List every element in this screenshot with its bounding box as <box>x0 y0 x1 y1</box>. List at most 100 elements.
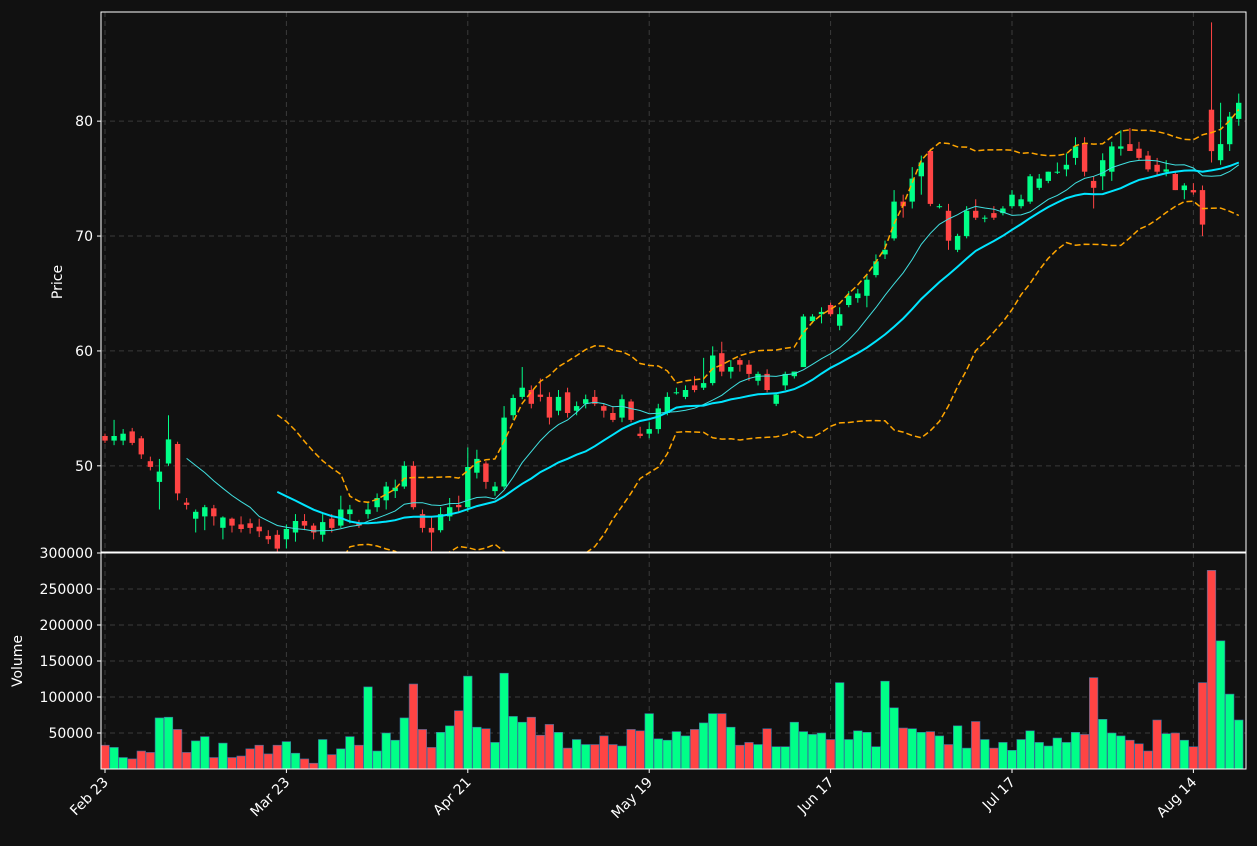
volume-bar <box>109 747 119 769</box>
candle-body <box>1036 178 1042 188</box>
candle-body <box>483 463 489 482</box>
volume-bar <box>154 717 165 769</box>
volume-bar <box>907 728 917 769</box>
candle-body <box>991 213 997 218</box>
candle-body <box>610 413 616 420</box>
volume-bar <box>590 744 600 769</box>
bollinger-upper-line <box>276 109 1240 504</box>
volume-bar <box>209 757 219 769</box>
candle-body <box>401 465 407 487</box>
candle-body <box>1072 146 1079 158</box>
candle-body <box>220 517 226 528</box>
candle-body <box>510 398 516 416</box>
candle-body <box>129 431 135 443</box>
candle-body <box>392 487 398 492</box>
volume-bar <box>662 739 672 769</box>
candle-body <box>773 394 779 404</box>
candle-body <box>193 511 199 519</box>
volume-ytick-label: 300000 <box>40 546 93 562</box>
candle-body <box>329 518 335 528</box>
candle-body <box>800 316 807 368</box>
candle-body <box>1118 146 1124 149</box>
candle-body <box>292 521 299 533</box>
volume-bar <box>1061 742 1071 769</box>
candle-body <box>818 311 825 315</box>
volume-bar <box>744 742 754 769</box>
candle-body <box>782 373 788 386</box>
candle-body <box>619 399 625 418</box>
candle-body <box>265 535 271 540</box>
volume-bar <box>862 731 872 769</box>
volume-bar <box>943 744 954 769</box>
candle-body <box>410 465 417 508</box>
candle-body <box>1145 155 1151 170</box>
volume-bar <box>318 739 328 769</box>
volume-bar <box>118 757 128 769</box>
candle-body <box>1163 169 1169 172</box>
candle-body <box>555 396 562 411</box>
volume-bar <box>435 731 446 769</box>
candle-body <box>855 293 861 299</box>
candle-body <box>1227 116 1233 145</box>
candle-body <box>1081 144 1088 172</box>
volume-bar <box>952 725 963 769</box>
candle-body <box>1199 190 1206 225</box>
candle-body <box>256 526 262 532</box>
candle-body <box>755 373 761 381</box>
volume-bar <box>245 748 255 769</box>
volume-bar <box>1179 739 1189 769</box>
candle-body <box>1109 146 1115 172</box>
volume-bar <box>835 682 845 769</box>
volume-bar <box>998 742 1008 769</box>
candle-body <box>973 210 979 218</box>
volume-bar <box>698 722 709 769</box>
volume-bar <box>581 744 591 769</box>
candle-body <box>592 396 598 404</box>
volume-bar <box>762 728 772 769</box>
price-ytick-label: 50 <box>75 459 93 475</box>
volume-bar <box>771 746 781 769</box>
volume-bar <box>889 707 899 769</box>
volume-bar <box>354 744 364 769</box>
candle-body <box>111 436 117 441</box>
candle-body <box>1154 164 1160 172</box>
volume-bar <box>173 729 183 769</box>
volume-bar <box>798 731 808 769</box>
volume-bar <box>127 758 137 769</box>
candle-body <box>927 151 934 204</box>
candle-body <box>646 429 652 434</box>
candle-body <box>809 316 816 322</box>
volume-bar <box>463 675 473 769</box>
volume-bar <box>1143 750 1153 769</box>
candle-body <box>873 261 879 276</box>
price-ytick-label: 70 <box>75 229 93 245</box>
candle-body <box>347 509 353 515</box>
candle-body <box>447 507 453 517</box>
volume-bar <box>218 742 228 769</box>
volume-bar <box>263 753 273 769</box>
candle-body <box>1027 176 1033 202</box>
candle-body <box>1100 160 1106 177</box>
candle-body <box>655 408 661 430</box>
volume-bar <box>553 731 564 769</box>
volume-bar <box>1225 693 1235 769</box>
volume-axis-title: Volume <box>10 635 26 687</box>
candle-body <box>601 406 607 411</box>
volume-bar <box>1016 739 1026 769</box>
volume-bar <box>163 716 174 769</box>
candle-body <box>374 498 380 508</box>
volume-bar <box>1043 745 1053 769</box>
volume-bar <box>254 744 264 769</box>
price-plot-area <box>102 22 1242 552</box>
volume-bar <box>1170 732 1180 769</box>
volume-bar <box>925 731 935 769</box>
volume-bar <box>281 741 292 769</box>
volume-plot-area <box>101 569 1244 769</box>
candle-body <box>746 364 752 374</box>
volume-bar <box>562 747 573 769</box>
volume-bar <box>408 683 419 769</box>
volume-bar <box>608 744 618 769</box>
volume-bar <box>571 739 582 769</box>
volume-bar <box>1134 743 1144 769</box>
